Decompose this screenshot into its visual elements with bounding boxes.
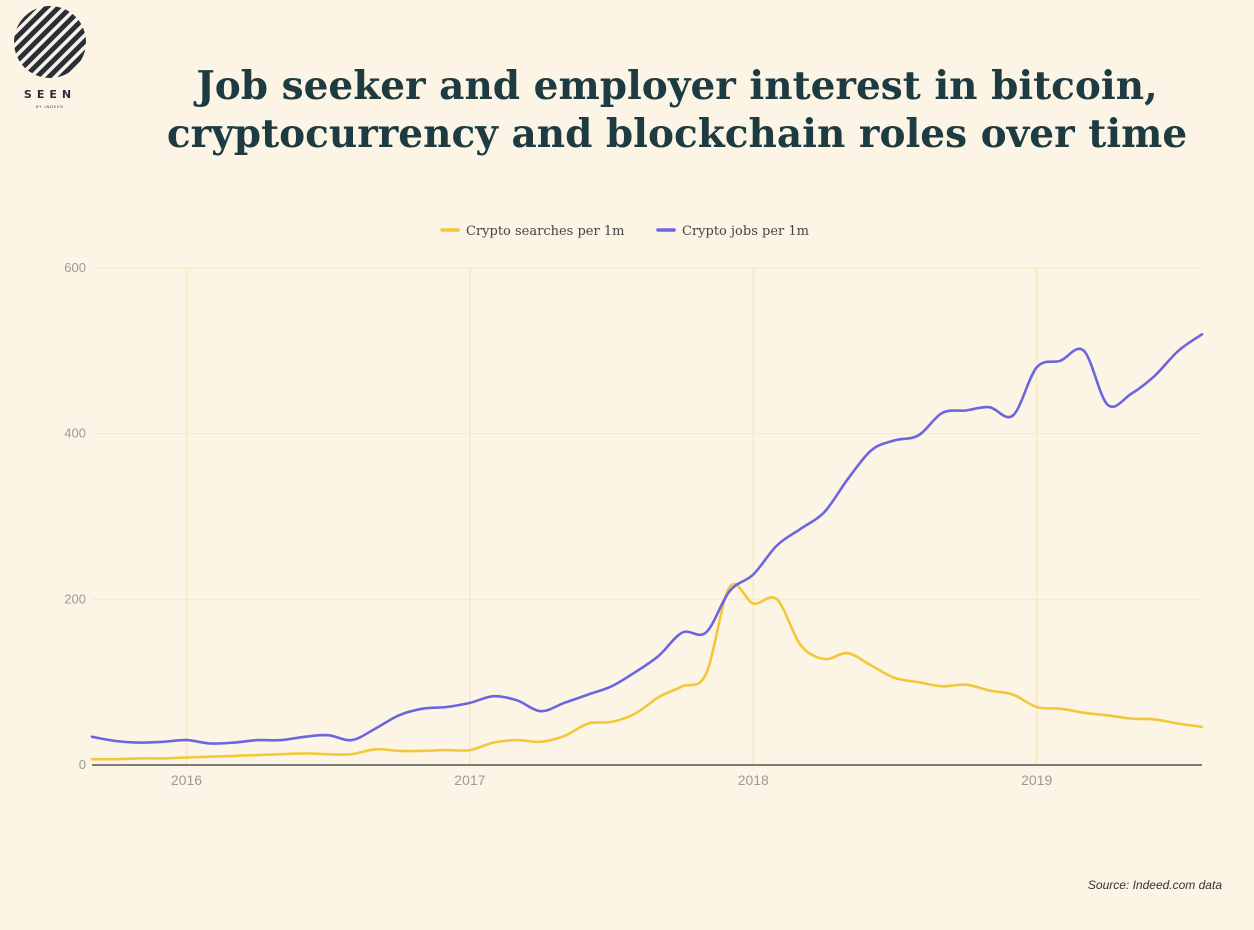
legend-item-jobs-label: Crypto jobs per 1m — [682, 224, 809, 239]
x-tick-label: 2019 — [1021, 772, 1052, 788]
chart-title-line-2: cryptocurrency and blockchain roles over… — [166, 111, 1188, 157]
jobs-series-line — [90, 333, 1204, 745]
seen-logo: SEEN BY INDEED — [8, 2, 92, 112]
y-tick-label: 0 — [79, 757, 86, 772]
y-tick-label: 200 — [64, 591, 86, 606]
seen-logo-mark — [14, 6, 86, 78]
x-tick-label: 2018 — [738, 772, 769, 788]
chart-title-line-1: Job seeker and employer interest in bitc… — [196, 63, 1158, 109]
chart-title: Job seeker and employer interest in bitc… — [100, 62, 1254, 158]
x-tick-label: 2016 — [171, 772, 202, 788]
x-tick-label: 2017 — [454, 772, 485, 788]
legend-item-searches-label: Crypto searches per 1m — [466, 224, 624, 239]
seen-logo-subtext: BY INDEED — [36, 105, 64, 109]
seen-logo-text: SEEN — [23, 88, 77, 101]
searches-series-line — [90, 582, 1204, 761]
source-note: Source: Indeed.com data — [1087, 878, 1222, 892]
y-tick-label: 600 — [64, 260, 86, 275]
y-tick-label: 400 — [64, 426, 86, 441]
